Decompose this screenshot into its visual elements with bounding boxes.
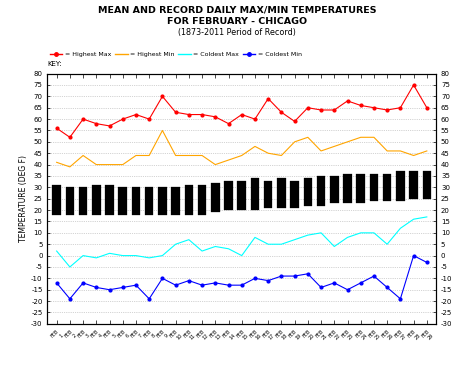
Bar bbox=[410, 171, 418, 199]
Bar bbox=[370, 174, 378, 201]
Bar bbox=[330, 176, 338, 203]
Bar bbox=[290, 181, 299, 208]
Bar bbox=[145, 187, 154, 215]
Bar bbox=[396, 171, 405, 201]
Bar bbox=[158, 187, 167, 215]
Bar bbox=[422, 171, 431, 199]
Bar bbox=[118, 187, 127, 215]
Bar bbox=[383, 174, 392, 201]
Bar bbox=[277, 178, 286, 208]
Bar bbox=[184, 185, 193, 215]
Bar bbox=[343, 174, 352, 203]
Text: MEAN AND RECORD DAILY MAX/MIN TEMPERATURES: MEAN AND RECORD DAILY MAX/MIN TEMPERATUR… bbox=[98, 6, 376, 14]
Bar bbox=[52, 185, 61, 215]
Bar bbox=[105, 185, 114, 215]
Bar bbox=[303, 178, 312, 206]
Bar bbox=[92, 185, 100, 215]
Y-axis label: TEMPERATURE (DEG F): TEMPERATURE (DEG F) bbox=[19, 155, 28, 242]
Text: (1873-2011 Period of Record): (1873-2011 Period of Record) bbox=[178, 28, 296, 36]
Bar bbox=[264, 181, 273, 208]
Bar bbox=[251, 178, 259, 210]
Bar bbox=[224, 181, 233, 210]
Bar bbox=[317, 176, 325, 206]
Legend: = Highest Max, = Highest Min, = Coldest Max, = Coldest Min: = Highest Max, = Highest Min, = Coldest … bbox=[47, 49, 304, 60]
Text: FOR FEBRUARY - CHICAGO: FOR FEBRUARY - CHICAGO bbox=[167, 17, 307, 25]
Bar bbox=[211, 183, 219, 212]
Bar bbox=[79, 187, 87, 215]
Bar bbox=[65, 187, 74, 215]
Bar bbox=[132, 187, 140, 215]
Text: KEY:: KEY: bbox=[47, 61, 62, 67]
Bar bbox=[356, 174, 365, 203]
Bar bbox=[237, 181, 246, 210]
Bar bbox=[198, 185, 206, 215]
Bar bbox=[171, 187, 180, 215]
